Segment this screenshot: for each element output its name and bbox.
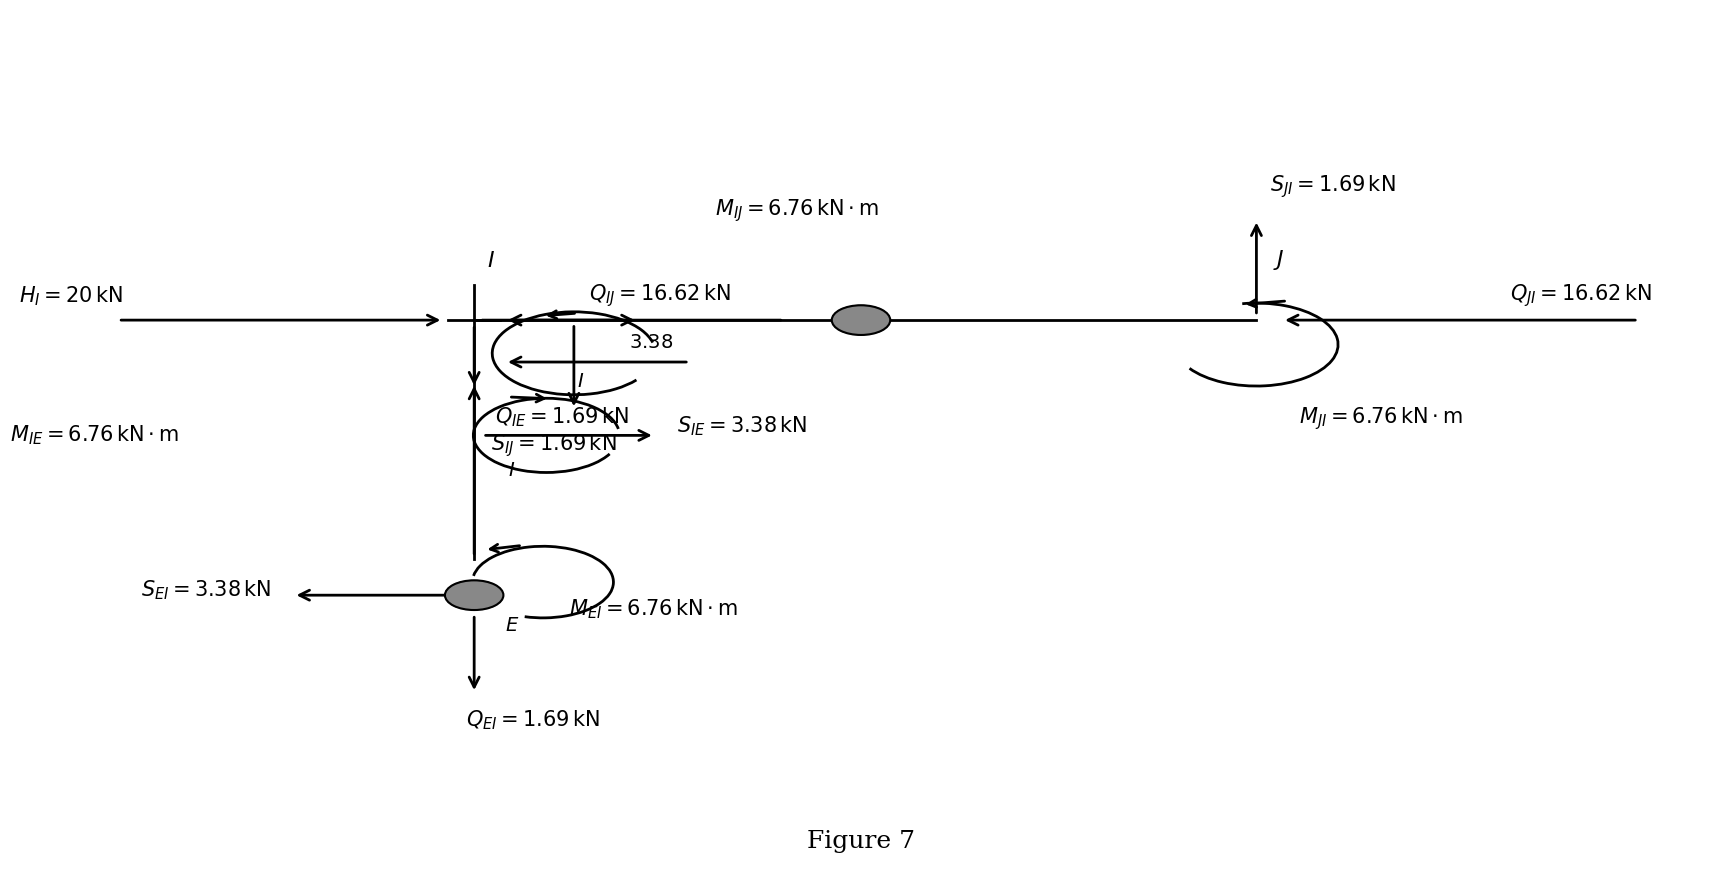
Text: $Q_{IE} = 1.69\,\mathrm{kN}$: $Q_{IE} = 1.69\,\mathrm{kN}$ bbox=[494, 406, 629, 429]
Text: $3.38$: $3.38$ bbox=[629, 334, 673, 351]
Text: $S_{JI} = 1.69\,\mathrm{kN}$: $S_{JI} = 1.69\,\mathrm{kN}$ bbox=[1271, 173, 1397, 200]
Text: $I$: $I$ bbox=[508, 462, 515, 479]
Text: $Q_{IJ} = 16.62\,\mathrm{kN}$: $Q_{IJ} = 16.62\,\mathrm{kN}$ bbox=[589, 282, 732, 308]
Text: $Q_{JI} = 16.62\,\mathrm{kN}$: $Q_{JI} = 16.62\,\mathrm{kN}$ bbox=[1510, 282, 1651, 308]
Text: $S_{EI} = 3.38\,\mathrm{kN}$: $S_{EI} = 3.38\,\mathrm{kN}$ bbox=[141, 578, 272, 602]
Text: $J$: $J$ bbox=[1273, 248, 1285, 272]
Circle shape bbox=[444, 580, 503, 610]
Text: $I$: $I$ bbox=[577, 372, 584, 391]
Text: $S_{IE} = 3.38\,\mathrm{kN}$: $S_{IE} = 3.38\,\mathrm{kN}$ bbox=[677, 415, 808, 439]
Text: $E$: $E$ bbox=[505, 617, 518, 635]
Text: $Q_{EI} = 1.69\,\mathrm{kN}$: $Q_{EI} = 1.69\,\mathrm{kN}$ bbox=[465, 709, 599, 732]
Text: $I$: $I$ bbox=[487, 250, 496, 272]
Text: $M_{IE} = 6.76\,\mathrm{kN}\cdot\mathrm{m}$: $M_{IE} = 6.76\,\mathrm{kN}\cdot\mathrm{… bbox=[10, 424, 179, 447]
Text: $M_{JI} = 6.76\,\mathrm{kN}\cdot\mathrm{m}$: $M_{JI} = 6.76\,\mathrm{kN}\cdot\mathrm{… bbox=[1300, 406, 1464, 433]
Text: $S_{IJ} = 1.69\,\mathrm{kN}$: $S_{IJ} = 1.69\,\mathrm{kN}$ bbox=[491, 432, 616, 459]
Text: $M_{EI} = 6.76\,\mathrm{kN}\cdot\mathrm{m}$: $M_{EI} = 6.76\,\mathrm{kN}\cdot\mathrm{… bbox=[568, 597, 737, 621]
Text: $H_{I} = 20\,\mathrm{kN}$: $H_{I} = 20\,\mathrm{kN}$ bbox=[19, 285, 122, 307]
Circle shape bbox=[832, 305, 890, 335]
Text: Figure 7: Figure 7 bbox=[808, 830, 914, 852]
Text: $M_{IJ} = 6.76\,\mathrm{kN}\cdot\mathrm{m}$: $M_{IJ} = 6.76\,\mathrm{kN}\cdot\mathrm{… bbox=[715, 197, 878, 224]
